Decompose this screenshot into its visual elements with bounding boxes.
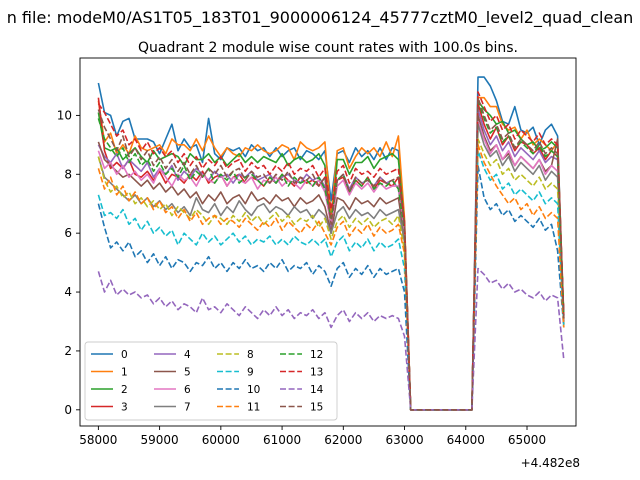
x-offset-label: +4.482e8 bbox=[521, 456, 580, 470]
x-tick-label: 58000 bbox=[79, 433, 117, 447]
legend-label-9: 9 bbox=[247, 367, 254, 379]
legend-label-12: 12 bbox=[310, 349, 323, 361]
legend-label-1: 1 bbox=[121, 367, 128, 379]
legend-label-13: 13 bbox=[310, 367, 323, 379]
plot-area: 58000 59000 60000 61000 62000 63000 64000 65000… bbox=[57, 57, 577, 447]
y-tick-label: 6 bbox=[64, 226, 72, 240]
legend-label-3: 3 bbox=[121, 402, 128, 414]
legend-label-2: 2 bbox=[121, 384, 128, 396]
x-tick-label: 65000 bbox=[508, 433, 546, 447]
figure-suptitle: n file: modeM0/AS1T05_183T01_9000006124_… bbox=[7, 8, 634, 28]
axes-frame bbox=[79, 57, 577, 427]
legend-label-5: 5 bbox=[184, 367, 191, 379]
x-tick-label: 60000 bbox=[202, 433, 240, 447]
x-tick-label: 61000 bbox=[263, 433, 301, 447]
legend-label-4: 4 bbox=[184, 349, 191, 361]
series-line-12 bbox=[97, 99, 565, 411]
legend-label-15: 15 bbox=[310, 402, 323, 414]
chart-title: Quadrant 2 module wise count rates with … bbox=[138, 40, 518, 56]
legend-box bbox=[84, 341, 338, 421]
legend-label-10: 10 bbox=[247, 384, 260, 396]
legend-label-8: 8 bbox=[247, 349, 254, 361]
legend-label-14: 14 bbox=[310, 384, 324, 396]
series-line-8 bbox=[97, 138, 565, 411]
series-line-13 bbox=[97, 91, 565, 411]
y-tick-label: 2 bbox=[64, 344, 72, 358]
x-tick-label: 59000 bbox=[141, 433, 179, 447]
y-tick-label: 4 bbox=[64, 285, 72, 299]
y-tick-label: 10 bbox=[57, 108, 72, 122]
series-line-9 bbox=[97, 149, 565, 411]
series-line-10 bbox=[97, 164, 565, 411]
y-tick-label: 0 bbox=[64, 403, 72, 417]
legend-label-0: 0 bbox=[121, 349, 128, 361]
x-tick-label: 62000 bbox=[324, 433, 362, 447]
x-tick-label: 64000 bbox=[447, 433, 485, 447]
series-line-11 bbox=[97, 144, 565, 411]
series-line-15 bbox=[97, 96, 565, 411]
series-line-14 bbox=[97, 267, 565, 411]
legend-label-11: 11 bbox=[247, 402, 260, 414]
legend-label-7: 7 bbox=[184, 402, 191, 414]
legend-label-6: 6 bbox=[184, 384, 191, 396]
x-tick-label: 63000 bbox=[385, 433, 423, 447]
y-tick-label: 8 bbox=[64, 167, 72, 181]
